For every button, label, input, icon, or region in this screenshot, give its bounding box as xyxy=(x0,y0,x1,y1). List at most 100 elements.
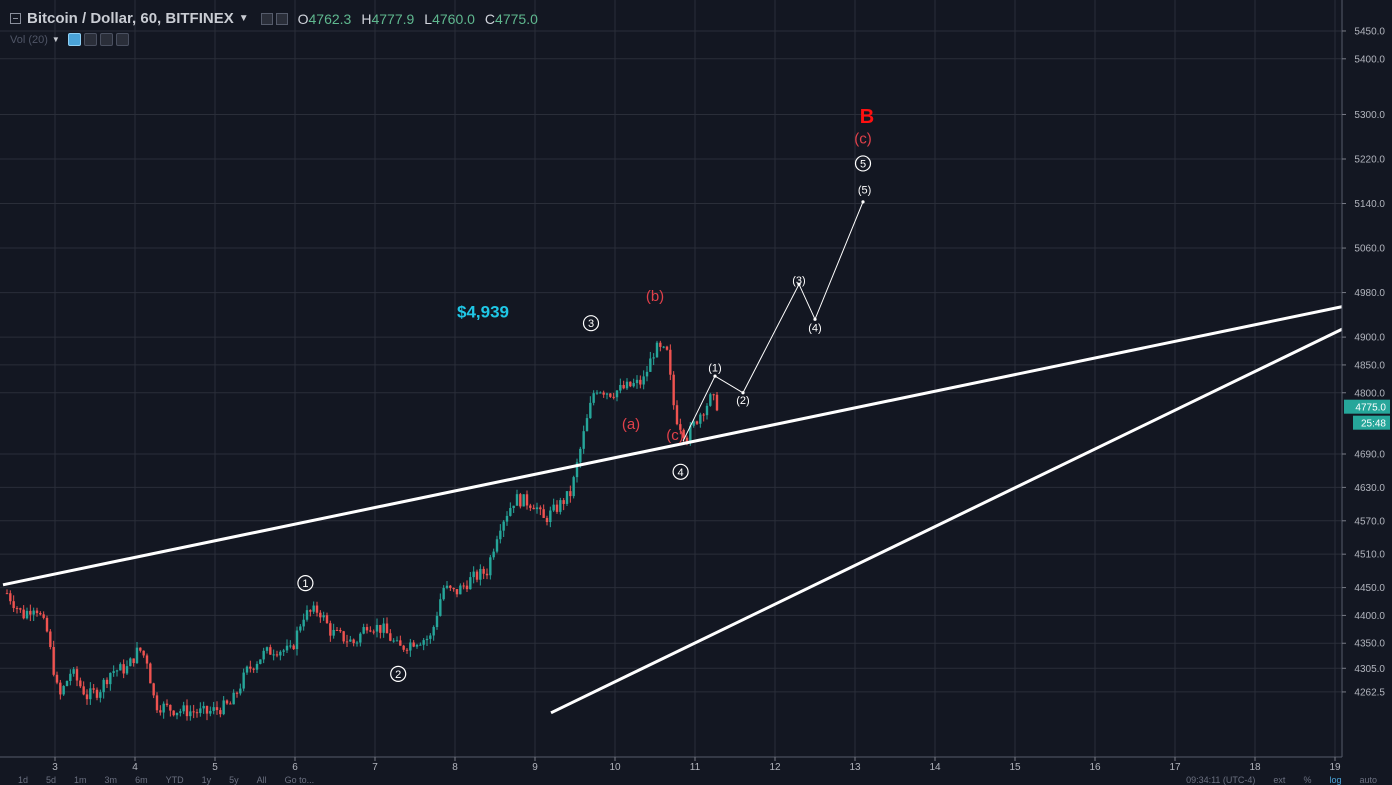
candle-body xyxy=(629,381,632,387)
plus-icon[interactable] xyxy=(99,33,113,46)
candle-body xyxy=(612,396,615,398)
candle-body xyxy=(305,610,309,620)
candle-body xyxy=(619,384,622,391)
candle-body xyxy=(445,585,449,588)
close-value: 4775.0 xyxy=(495,10,538,27)
price-tick-label: 4570.0 xyxy=(1354,516,1385,527)
candle-body xyxy=(15,608,19,610)
candle-body xyxy=(435,615,439,628)
range-1d[interactable]: 1d xyxy=(18,775,29,785)
collapse-icon[interactable] xyxy=(10,13,21,24)
candle-body xyxy=(95,689,99,698)
candle-body xyxy=(125,666,129,674)
candle-body xyxy=(519,494,522,507)
candle-body xyxy=(419,644,422,646)
settings-icon[interactable] xyxy=(260,12,273,25)
chevron-down-icon[interactable]: ▼ xyxy=(51,35,60,44)
range-5y[interactable]: 5y xyxy=(229,775,239,785)
ext-toggle[interactable]: ext xyxy=(1273,775,1286,785)
price-tick-label: 4800.0 xyxy=(1354,388,1385,399)
go-to-button[interactable]: Go to... xyxy=(284,775,315,785)
candle-body xyxy=(432,627,435,636)
volume-row: Vol (20) ▼ xyxy=(10,33,129,46)
candle-body xyxy=(25,610,29,619)
candle-body xyxy=(489,557,492,576)
range-1y[interactable]: 1y xyxy=(201,775,212,785)
candle-body xyxy=(565,491,569,504)
trendline[interactable] xyxy=(550,327,1344,715)
range-1m[interactable]: 1m xyxy=(74,775,87,785)
candle-body xyxy=(75,669,79,681)
price-tick-label: 4510.0 xyxy=(1354,550,1385,561)
candle-body xyxy=(215,707,219,711)
candle-body xyxy=(9,593,12,602)
percent-toggle[interactable]: % xyxy=(1303,775,1312,785)
candle-body xyxy=(319,612,322,618)
wave-label: (4) xyxy=(808,323,821,335)
time-axis-panel xyxy=(0,757,1392,785)
projection-point xyxy=(797,282,801,286)
candle-body xyxy=(705,405,709,416)
range-6m[interactable]: 6m xyxy=(135,775,148,785)
candle-body xyxy=(269,647,272,655)
wave-label: (c) xyxy=(854,130,872,147)
range-ytd[interactable]: YTD xyxy=(165,775,184,785)
candle-body xyxy=(65,681,69,687)
trendline[interactable] xyxy=(2,305,1344,587)
gear-icon[interactable] xyxy=(275,12,288,25)
price-tick-label: 4980.0 xyxy=(1354,288,1385,299)
wave-label-circle xyxy=(582,315,600,332)
candle-body xyxy=(569,491,572,497)
chevron-down-icon[interactable]: ▼ xyxy=(238,13,249,24)
close-icon[interactable] xyxy=(115,33,129,46)
candle-body xyxy=(245,666,249,673)
wave-label-circle xyxy=(672,463,689,480)
candle-body xyxy=(415,644,419,647)
price-tick-label: 5220.0 xyxy=(1354,154,1385,165)
candle-body xyxy=(429,635,432,639)
candle-body xyxy=(475,571,479,580)
candle-body xyxy=(299,626,302,631)
time-tick-label: 17 xyxy=(1169,762,1181,773)
candle-body xyxy=(5,593,9,595)
candle-body xyxy=(575,462,579,478)
price-tick-label: 4400.0 xyxy=(1354,611,1385,622)
wave-projection-path[interactable] xyxy=(682,201,864,442)
candle-body xyxy=(439,599,442,616)
gear-icon[interactable] xyxy=(83,33,97,46)
range-all[interactable]: All xyxy=(256,775,267,785)
candle-body xyxy=(235,692,239,694)
candle-body xyxy=(109,672,112,685)
candle-body xyxy=(382,623,385,633)
candle-body xyxy=(549,510,552,523)
candle-body xyxy=(239,688,242,694)
range-5d[interactable]: 5d xyxy=(46,775,57,785)
candle-body xyxy=(92,688,95,690)
candle-body xyxy=(389,633,392,641)
symbol-title[interactable]: Bitcoin / Dollar, 60, BITFINEX xyxy=(27,10,234,27)
candle-body xyxy=(449,585,452,588)
candle-body xyxy=(42,614,45,618)
wave-label: B xyxy=(860,106,874,128)
candle-body xyxy=(602,392,605,395)
range-3m[interactable]: 3m xyxy=(104,775,118,785)
wave-label: 5 xyxy=(860,158,866,170)
price-tick-label: 4900.0 xyxy=(1354,333,1385,344)
candle-body xyxy=(285,645,289,651)
time-tick-label: 13 xyxy=(849,762,861,773)
eye-icon[interactable] xyxy=(67,33,81,46)
projection-point xyxy=(741,391,745,395)
volume-indicator-label[interactable]: Vol (20) xyxy=(10,33,48,46)
wave-label: 2 xyxy=(395,669,401,681)
time-tick-label: 16 xyxy=(1089,762,1101,773)
candle-body xyxy=(119,664,122,671)
candle-body xyxy=(625,381,629,389)
time-tick-label: 6 xyxy=(292,762,298,773)
price-tick-label: 5140.0 xyxy=(1354,199,1385,210)
log-toggle[interactable]: log xyxy=(1329,775,1342,785)
auto-toggle[interactable]: auto xyxy=(1359,775,1377,785)
price-tick-label: 4450.0 xyxy=(1354,583,1385,594)
time-tick-label: 19 xyxy=(1329,762,1341,773)
candle-body xyxy=(655,342,659,358)
